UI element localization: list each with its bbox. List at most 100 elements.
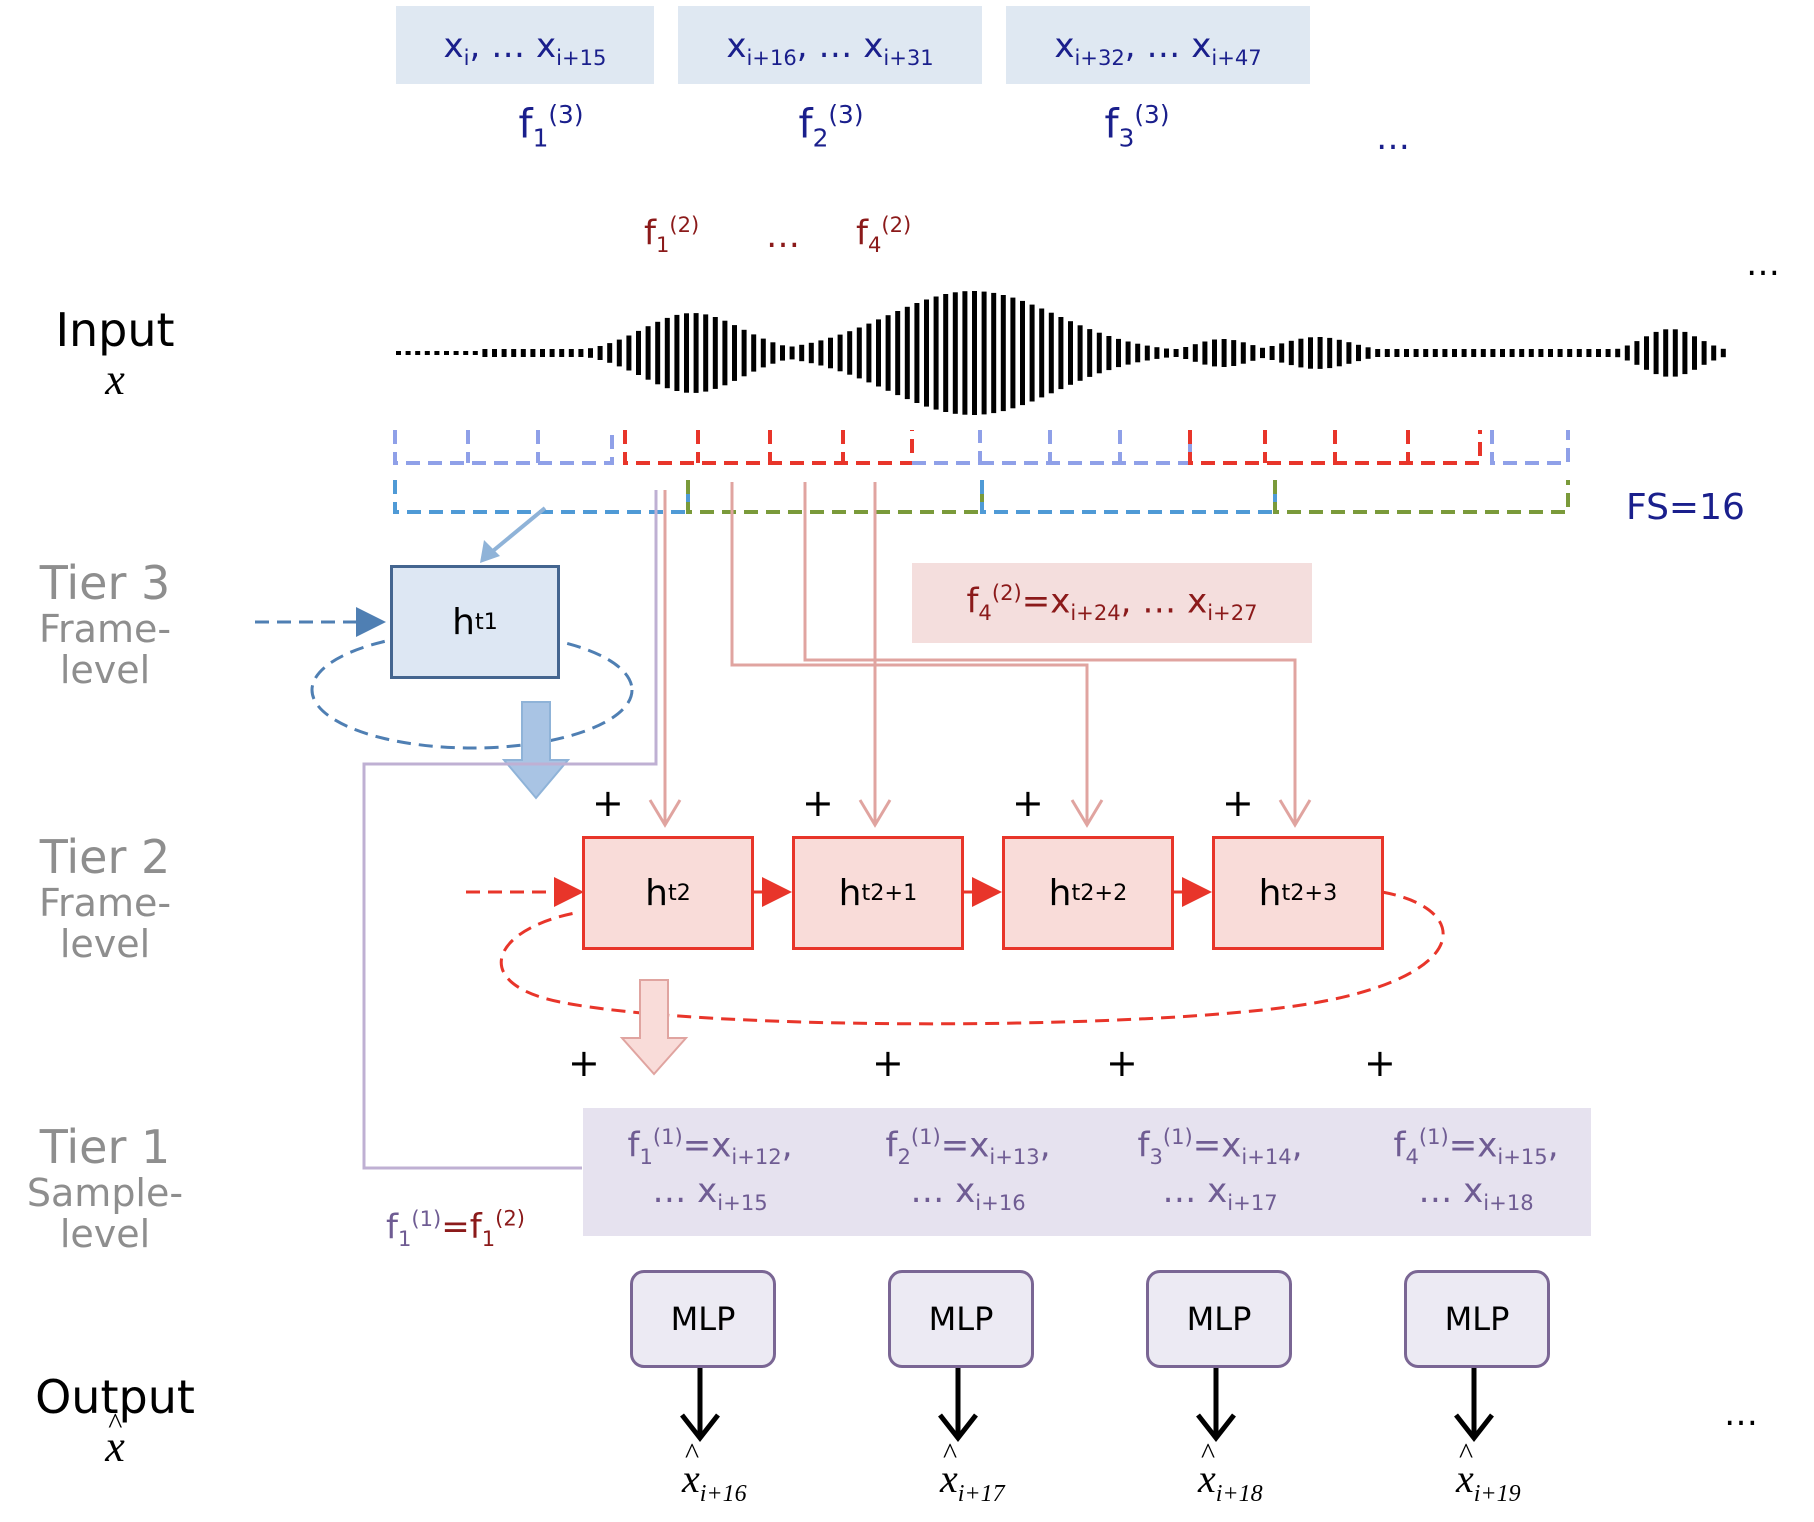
waveform-bar [770,342,776,364]
tier3-frame-1-box [396,6,654,84]
waveform-bar [972,291,977,415]
waveform-bar [1596,349,1601,357]
waveform-bar [693,313,699,393]
tier3-label: Tier 3 [39,556,171,610]
tier2-row-label: Tier 2 Frame- level [20,832,190,966]
tier1-frame-4: f4(1)=xi+15, … xi+18 [1393,1124,1559,1216]
waveform-bar [1221,339,1227,367]
waveform-bar [1202,341,1208,365]
waveform-bar [453,351,459,355]
tier3-frame-3-box [1006,6,1310,84]
waveform-bar [924,299,929,407]
waveform-bar [1029,304,1035,402]
tier3-frame-1-text: xi, … xi+15 [443,26,607,70]
tier3-input-arrow [486,506,547,557]
waveform-bar [626,335,632,371]
tier3-sublabel-1: Frame- [38,606,172,651]
waveform-bar [828,337,833,369]
output-sample-2: xi+17 [940,1437,1005,1508]
waveform-bar [1711,345,1717,361]
waveform-bar [1528,349,1534,357]
waveform-bar [1375,349,1381,357]
tier2-input-connectors [663,482,1297,825]
waveform-bar [722,320,728,386]
mlp-block-1: MLP [630,1270,776,1368]
tier3-to-tier2-arrow [501,701,571,800]
waveform-bar [588,348,593,358]
waveform-bar [1452,349,1457,357]
waveform-bar [1548,349,1553,357]
waveform-bar [1183,347,1189,359]
tier1-plus-4: + [1364,1041,1396,1085]
waveform-bar [1692,336,1697,370]
waveform-bar [1519,349,1525,357]
tier3-frame-3-text: xi+32, … xi+47 [1054,26,1262,70]
waveform-bar [1432,349,1438,357]
waveform-bar [904,306,910,400]
waveform-bar [482,349,488,357]
waveform-bar [1250,345,1256,361]
waveform-bar [492,349,497,357]
waveform-bar [1394,349,1400,357]
waveform-bar [818,340,824,366]
waveform-bar [991,292,997,414]
tier2-hidden-state-2: h t2+1 [792,836,964,950]
tier1-plus-1: + [568,1041,600,1085]
waveform-bar [1644,336,1649,370]
waveform-bar [578,349,584,357]
tier2-label-ellipsis: … [766,216,800,256]
tier2-sublabel-1: Frame- [38,880,172,925]
waveform-bar [568,349,574,357]
waveform-bar [463,351,469,355]
tier2-plus-1: + [592,781,624,825]
waveform-bar [962,291,968,415]
waveform-bar [607,343,613,363]
tier1-frame-connector [362,490,658,1170]
tier2-label-last: f4(2) [856,212,912,258]
waveform-bar [1116,338,1121,368]
top-right-ellipsis: … [1746,244,1780,284]
waveform-bar [1039,308,1045,398]
waveform-bar [1682,331,1688,375]
waveform-bar [1365,347,1371,359]
tier1-sublabel-1: Sample- [26,1170,184,1215]
waveform-bar [1068,321,1073,385]
waveform-bar [914,303,920,403]
waveform-bar [1058,317,1064,390]
waveform-bar [741,329,747,377]
waveform-bar [616,339,622,367]
tier2-label: Tier 2 [39,830,171,884]
waveform-bar [1500,349,1505,357]
waveform-bar [549,349,555,357]
waveform-bar [780,345,785,361]
input-row-label: Input x [50,305,180,404]
tier3-hidden-state: h t1 [390,565,560,679]
waveform-bar [952,292,958,414]
tier1-plus-2: + [872,1041,904,1085]
waveform-bar [1356,344,1361,362]
waveform-bar [501,349,507,357]
tier2-recurrence-loop [499,890,1445,1026]
waveform-bar [1567,349,1573,357]
waveform-bar [808,342,814,364]
waveform-bar [1346,342,1352,364]
waveform-bar [1154,347,1160,359]
output-sample-4: xi+19 [1456,1437,1521,1508]
waveform-bar [1125,341,1131,365]
waveform-bar [1240,342,1246,364]
waveform-bar [664,317,670,389]
waveform-bar [837,334,843,372]
waveform-bar [674,314,680,391]
waveform-bar [1615,348,1621,358]
waveform-bar [943,294,949,412]
waveform-bar [1077,325,1083,381]
waveform-bar [1269,346,1275,360]
waveform-bar [1308,337,1313,369]
waveform-bar [760,338,766,368]
waveform-bar [424,351,430,355]
waveform-bar [434,351,440,355]
tier1-label: Tier 1 [39,1120,171,1174]
tier1-plus-3: + [1106,1041,1138,1085]
